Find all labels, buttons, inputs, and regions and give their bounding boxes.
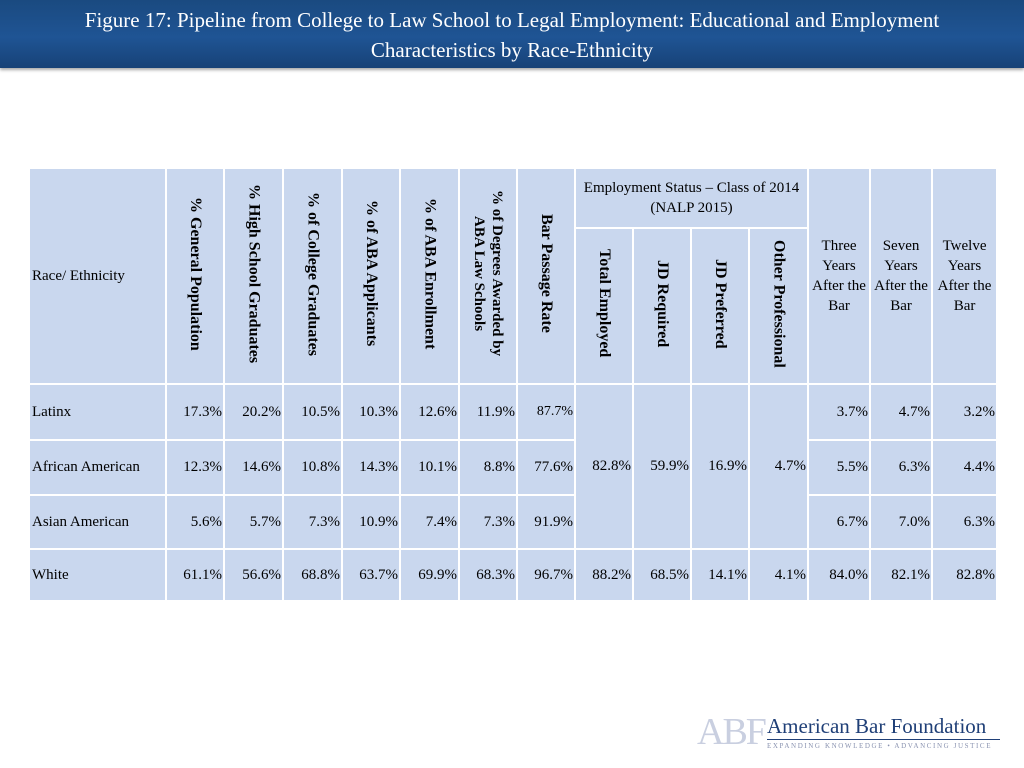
cell-twelve-years: 4.4% <box>931 439 999 496</box>
table-row-white: White 61.1% 56.6% 68.8% 63.7% 69.9% 68.3… <box>28 548 999 602</box>
cell-minority-jd-required: 59.9% <box>632 383 692 550</box>
cell-bar-passage-rate: 87.7% <box>516 383 576 441</box>
abf-logo-mark: ABF <box>697 711 767 753</box>
table-row-asian-american: Asian American 5.6% 5.7% 7.3% 10.9% 7.4%… <box>28 494 999 550</box>
cell-other-professional: 4.1% <box>747 548 810 602</box>
cell-degrees-awarded: 7.3% <box>458 494 518 550</box>
col-header-three-years: Three Years After the Bar <box>807 167 872 385</box>
cell-jd-preferred: 14.1% <box>690 548 750 602</box>
cell-high-school-graduates: 14.6% <box>223 439 284 496</box>
col-header-jd-preferred: JD Preferred <box>690 227 750 385</box>
cell-bar-passage-rate: 91.9% <box>516 494 576 550</box>
cell-college-graduates: 10.5% <box>282 383 343 441</box>
col-header-general-population: % General Population <box>165 167 225 385</box>
cell-high-school-graduates: 5.7% <box>223 494 284 550</box>
col-header-other-professional: Other Professional <box>747 227 810 385</box>
abf-logo: ABF American Bar Foundation EXPANDING KN… <box>697 712 1007 752</box>
cell-college-graduates: 7.3% <box>282 494 343 550</box>
cell-aba-enrollment: 12.6% <box>399 383 460 441</box>
table-row-latinx: Latinx 17.3% 20.2% 10.5% 10.3% 12.6% 11.… <box>28 383 999 550</box>
col-header-total-employed: Total Employed <box>574 227 634 385</box>
cell-college-graduates: 10.8% <box>282 439 343 496</box>
cell-twelve-years: 82.8% <box>931 548 999 602</box>
cell-general-population: 5.6% <box>165 494 225 550</box>
cell-three-years: 84.0% <box>807 548 872 602</box>
cell-minority-other-professional: 4.7% <box>747 383 810 550</box>
cell-high-school-graduates: 56.6% <box>223 548 284 602</box>
row-label: African American <box>28 439 167 496</box>
cell-bar-passage-rate: 96.7% <box>516 548 576 602</box>
cell-twelve-years: 3.2% <box>931 383 999 441</box>
col-header-twelve-years: Twelve Years After the Bar <box>931 167 999 385</box>
col-group-employment-status: Employment Status – Class of 2014 (NALP … <box>573 167 810 229</box>
slide-title-line-2: Characteristics by Race-Ethnicity <box>370 38 654 62</box>
row-header-race-ethnicity: Race/ Ethnicity <box>28 167 167 385</box>
cell-general-population: 61.1% <box>165 548 225 602</box>
pipeline-table: Race/ Ethnicity % General Population % H… <box>28 167 999 602</box>
col-header-college-graduates: % of College Graduates <box>282 167 343 385</box>
table-subheader-row: Total Employed JD Required JD Preferred … <box>29 227 997 385</box>
table-row-african-american: African American 12.3% 14.6% 10.8% 14.3%… <box>28 439 999 496</box>
cell-seven-years: 4.7% <box>869 383 934 441</box>
abf-logo-tagline: EXPANDING KNOWLEDGE • ADVANCING JUSTICE <box>767 742 993 750</box>
cell-aba-enrollment: 7.4% <box>399 494 460 550</box>
cell-high-school-graduates: 20.2% <box>223 383 284 441</box>
col-header-high-school-graduates: % High School Graduates <box>223 167 284 385</box>
cell-jd-required: 68.5% <box>632 548 692 602</box>
col-header-jd-required: JD Required <box>632 227 692 385</box>
cell-three-years: 5.5% <box>807 439 872 496</box>
cell-minority-total-employed: 82.8% <box>574 383 634 550</box>
cell-aba-applicants: 10.9% <box>341 494 401 550</box>
table-header-row: Race/ Ethnicity % General Population % H… <box>28 167 999 385</box>
cell-aba-enrollment: 69.9% <box>399 548 460 602</box>
cell-degrees-awarded: 11.9% <box>458 383 518 441</box>
abf-logo-name: American Bar Foundation <box>767 714 987 738</box>
cell-aba-enrollment: 10.1% <box>399 439 460 496</box>
row-label: Latinx <box>28 383 167 441</box>
cell-aba-applicants: 14.3% <box>341 439 401 496</box>
row-label: White <box>28 548 167 602</box>
cell-seven-years: 6.3% <box>869 439 934 496</box>
col-header-aba-enrollment: % of ABA Enrollment <box>399 167 460 385</box>
cell-three-years: 3.7% <box>807 383 872 441</box>
col-header-bar-passage-rate: Bar Passage Rate <box>516 167 576 385</box>
col-header-seven-years: Seven Years After the Bar <box>869 167 934 385</box>
cell-degrees-awarded: 8.8% <box>458 439 518 496</box>
cell-aba-applicants: 10.3% <box>341 383 401 441</box>
cell-general-population: 17.3% <box>165 383 225 441</box>
abf-logo-rule <box>767 739 1000 740</box>
cell-degrees-awarded: 68.3% <box>458 548 518 602</box>
cell-seven-years: 82.1% <box>869 548 934 602</box>
cell-seven-years: 7.0% <box>869 494 934 550</box>
cell-college-graduates: 68.8% <box>282 548 343 602</box>
cell-three-years: 6.7% <box>807 494 872 550</box>
col-header-degrees-awarded: % of Degrees Awarded by ABA Law Schools <box>458 167 518 385</box>
cell-twelve-years: 6.3% <box>931 494 999 550</box>
slide-title-line-1: Figure 17: Pipeline from College to Law … <box>84 8 940 32</box>
col-header-aba-applicants: % of ABA Applicants <box>341 167 401 385</box>
cell-bar-passage-rate: 77.6% <box>516 439 576 496</box>
row-label: Asian American <box>28 494 167 550</box>
cell-total-employed: 88.2% <box>574 548 634 602</box>
slide-title: Figure 17: Pipeline from College to Law … <box>0 0 1024 68</box>
cell-minority-jd-preferred: 16.9% <box>690 383 750 550</box>
cell-aba-applicants: 63.7% <box>341 548 401 602</box>
cell-general-population: 12.3% <box>165 439 225 496</box>
